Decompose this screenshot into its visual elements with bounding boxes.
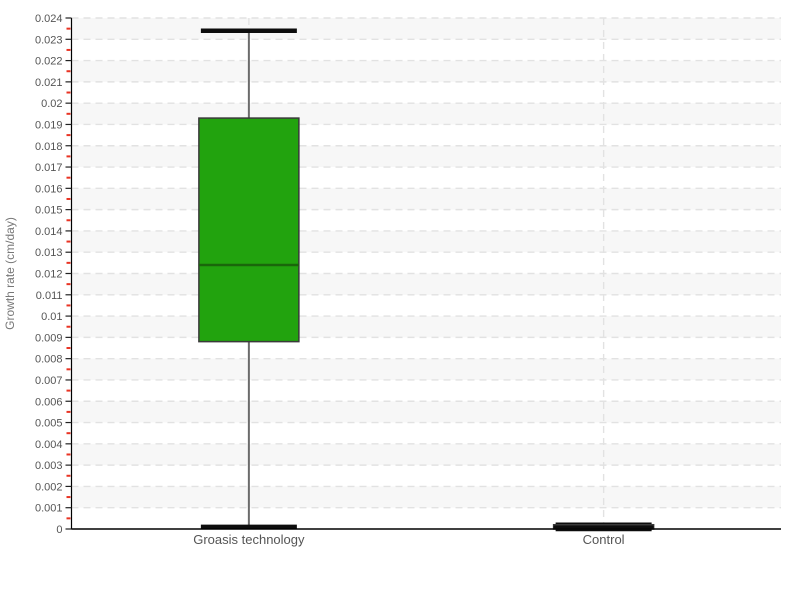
y-tick-label: 0.003 — [35, 460, 63, 472]
y-tick-label: 0.001 — [35, 503, 63, 515]
category-label: Control — [583, 532, 625, 547]
grid-band — [71, 103, 781, 125]
grid-band — [71, 230, 781, 253]
y-tick-label: 0.004 — [35, 439, 63, 451]
box-rect — [198, 117, 300, 343]
grid-band — [71, 273, 781, 295]
y-tick-label: 0.01 — [41, 311, 62, 323]
y-tick-label: 0.021 — [35, 77, 63, 89]
y-tick-label: 0.017 — [35, 162, 63, 174]
y-tick-label: 0.012 — [35, 269, 63, 281]
grid-band — [71, 316, 781, 338]
grid-band — [71, 60, 781, 82]
y-tick-label: 0.006 — [35, 396, 63, 408]
y-tick-label: 0.018 — [35, 141, 63, 153]
grid-band — [71, 401, 781, 423]
y-tick-label: 0.02 — [41, 98, 62, 110]
grid-band — [71, 486, 781, 508]
y-tick-label: 0.008 — [35, 354, 63, 366]
grid-band — [71, 358, 781, 380]
category-label: Groasis technology — [193, 532, 305, 547]
y-tick-label: 0.024 — [35, 13, 63, 25]
y-tick-label: 0.009 — [35, 332, 63, 344]
grid-band — [71, 18, 781, 40]
y-tick-label: 0.002 — [35, 481, 63, 493]
grid-band — [71, 188, 781, 210]
grid-band — [71, 443, 781, 466]
y-axis-title: Growth rate (cm/day) — [3, 217, 17, 330]
grid-band — [71, 145, 781, 168]
y-tick-label: 0.005 — [35, 418, 63, 430]
y-tick-label: 0.011 — [36, 290, 63, 302]
y-tick-label: 0.015 — [35, 205, 63, 217]
y-tick-label: 0.023 — [35, 34, 63, 46]
y-tick-label: 0.014 — [35, 226, 63, 238]
y-tick-label: 0.016 — [35, 183, 63, 195]
y-tick-label: 0 — [56, 524, 62, 536]
y-tick-label: 0.019 — [35, 119, 63, 131]
y-tick-label: 0.007 — [35, 375, 63, 387]
y-tick-label: 0.013 — [35, 247, 63, 259]
y-tick-label: 0.022 — [35, 56, 63, 68]
